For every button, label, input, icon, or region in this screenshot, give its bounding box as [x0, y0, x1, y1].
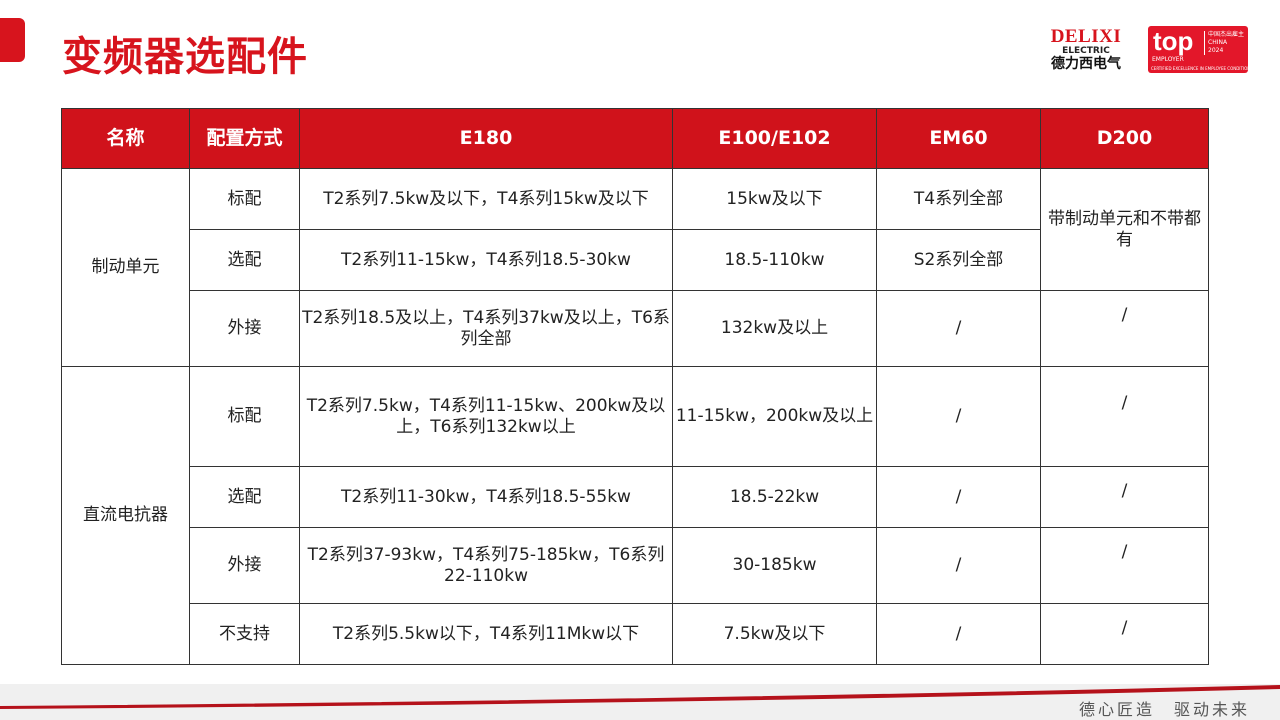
badge-employer: EMPLOYER: [1152, 56, 1184, 63]
cell: 标配: [189, 168, 300, 230]
cell: T4系列全部: [876, 168, 1041, 230]
top-employer-badge: top EMPLOYER 中国杰出雇主 CHINA 2024 CERTIFIED…: [1148, 26, 1253, 73]
cell: /: [876, 527, 1041, 604]
cell: T2系列11-15kw，T4系列18.5-30kw: [299, 229, 673, 291]
page-title: 变频器选配件: [62, 34, 308, 80]
cell: 不支持: [189, 603, 300, 665]
cell: /: [1040, 603, 1209, 665]
cell: /: [876, 466, 1041, 528]
cell: 7.5kw及以下: [672, 603, 877, 665]
badge-country: CHINA: [1208, 39, 1228, 46]
header-cell: E180: [299, 108, 673, 169]
footer-red-swoosh: [0, 685, 1280, 709]
table-row: 选配 T2系列11-15kw，T4系列18.5-30kw 18.5-110kw …: [62, 229, 1209, 291]
cell: T2系列7.5kw，T4系列11-15kw、200kw及以上，T6系列132kw…: [299, 366, 673, 467]
logo-brand-cn: 德力西电气: [1051, 56, 1121, 72]
table-row: 外接 T2系列18.5及以上，T4系列37kw及以上，T6系列全部 132kw及…: [62, 290, 1209, 367]
cell: 18.5-110kw: [672, 229, 877, 291]
cell: /: [876, 290, 1041, 367]
header-row: 名称 配置方式 E180 E100/E102 EM60 D200: [61, 108, 1209, 169]
cell: T2系列18.5及以上，T4系列37kw及以上，T6系列全部: [299, 290, 673, 367]
cell: T2系列7.5kw及以下，T4系列15kw及以下: [299, 168, 673, 230]
accessories-table: 名称 配置方式 E180 E100/E102 EM60 D200 制动单元 标配…: [61, 108, 1209, 665]
table-row: 直流电抗器 标配 T2系列7.5kw，T4系列11-15kw、200kw及以上，…: [61, 366, 1209, 665]
cell: S2系列全部: [876, 229, 1041, 291]
header-cell: E100/E102: [672, 108, 877, 169]
cell: 带制动单元和不带都有: [1040, 168, 1209, 291]
cell: /: [1040, 366, 1209, 467]
cell: /: [1040, 466, 1209, 528]
badge-year: 2024: [1208, 47, 1224, 54]
table-row: 外接 T2系列37-93kw，T4系列75-185kw，T6系列22-110kw…: [62, 527, 1209, 604]
title-accent-tab: [0, 18, 25, 62]
cell: T2系列11-30kw，T4系列18.5-55kw: [299, 466, 673, 528]
cell: 标配: [189, 366, 300, 467]
header-cell: D200: [1040, 108, 1209, 169]
cell: 选配: [189, 229, 300, 291]
cell: 132kw及以上: [672, 290, 877, 367]
footer-slogan: 德心匠造 驱动未来: [1078, 700, 1250, 719]
footer-band: [0, 684, 1280, 720]
cell: T2系列5.5kw以下，T4系列11Mkw以下: [299, 603, 673, 665]
cell: T2系列37-93kw，T4系列75-185kw，T6系列22-110kw: [299, 527, 673, 604]
cell: /: [876, 603, 1041, 665]
table-row: 制动单元 标配 T2系列7.5kw及以下，T4系列15kw及以下 15kw及以下…: [61, 168, 1209, 367]
cell: 15kw及以下: [672, 168, 877, 230]
badge-caption: CERTIFIED EXCELLENCE IN EMPLOYEE CONDITI…: [1151, 66, 1253, 71]
cell: 外接: [189, 527, 300, 604]
cell: 18.5-22kw: [672, 466, 877, 528]
badge-region-block: 中国杰出雇主 CHINA 2024: [1204, 31, 1244, 55]
cell: /: [1040, 290, 1209, 367]
group-name-cell: 直流电抗器: [61, 366, 190, 665]
cell: /: [876, 366, 1041, 467]
cell: 30-185kw: [672, 527, 877, 604]
cell: 选配: [189, 466, 300, 528]
badge-top: top: [1153, 26, 1194, 56]
cell: 外接: [189, 290, 300, 367]
delixi-logo: DELIXI ELECTRIC 德力西电气: [1040, 26, 1132, 72]
group-name-cell: 制动单元: [61, 168, 190, 367]
header-cell: 名称: [61, 108, 190, 169]
cell: /: [1040, 527, 1209, 604]
logo-brand-sub: ELECTRIC: [1062, 46, 1110, 56]
header-cell: 配置方式: [189, 108, 300, 169]
badge-region: 中国杰出雇主: [1208, 31, 1245, 38]
table-row: 不支持 T2系列5.5kw以下，T4系列11Mkw以下 7.5kw及以下 / /: [62, 603, 1209, 665]
table-row: 选配 T2系列11-30kw，T4系列18.5-55kw 18.5-22kw /…: [62, 466, 1209, 528]
logo-brand-en: DELIXI: [1050, 26, 1122, 47]
header-cell: EM60: [876, 108, 1041, 169]
cell: 11-15kw，200kw及以上: [672, 366, 877, 467]
